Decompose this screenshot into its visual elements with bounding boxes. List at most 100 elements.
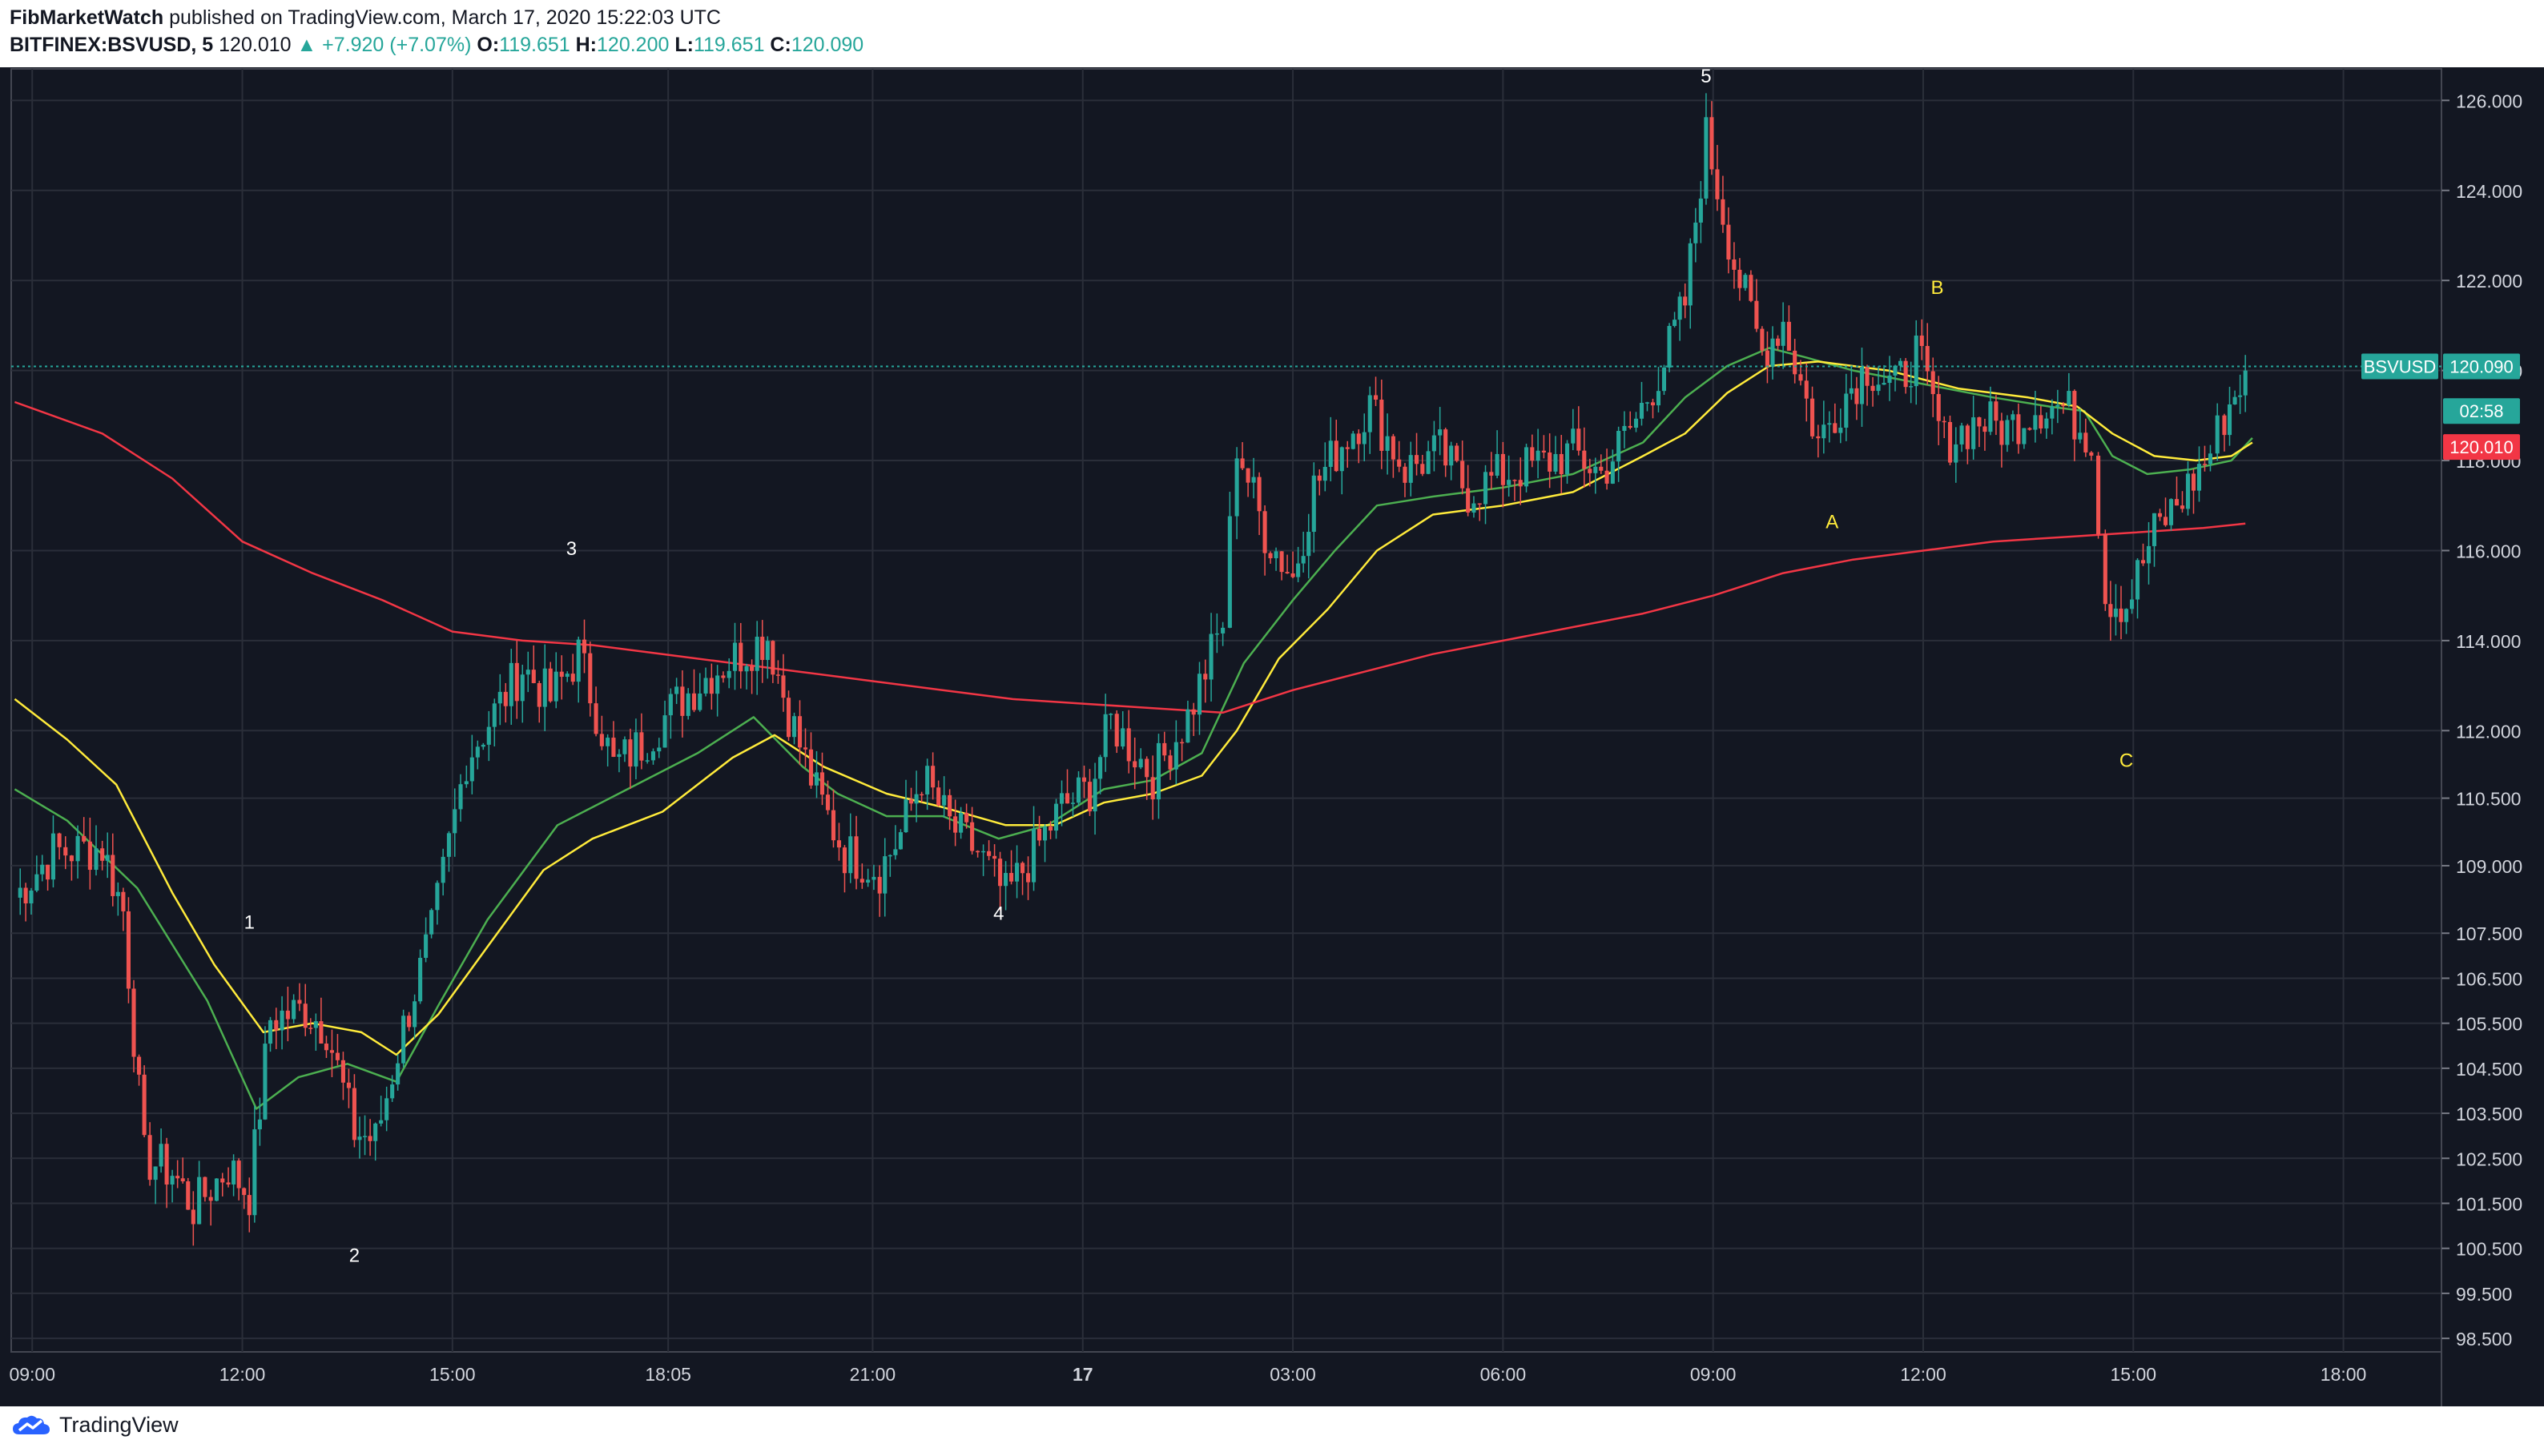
candle-body (750, 666, 755, 671)
candle-body (1257, 477, 1262, 512)
candle-body (1414, 455, 1419, 465)
candle-body (2123, 609, 2129, 622)
wave-label: 4 (993, 903, 1004, 924)
candle-body (1350, 433, 1355, 449)
candle-body (1009, 872, 1014, 882)
candle-body (1541, 450, 1546, 452)
candle-body (29, 891, 34, 903)
candle-body (871, 876, 876, 880)
candle-body (883, 856, 888, 894)
candle-body (537, 682, 541, 707)
price-tick-label: 107.500 (2456, 923, 2522, 944)
candles (18, 93, 2248, 1246)
candle-body (231, 1160, 236, 1185)
published-text: published on TradingView.com, March 17, … (169, 6, 721, 29)
candle-body (87, 841, 92, 871)
candle-body (280, 1010, 284, 1031)
candle-body (1816, 436, 1821, 439)
time-axis[interactable]: 09:00 12:00 15:00 18:05 21:00 17 03:00 06:00 09:… (9, 1364, 2366, 1385)
candle-body (1311, 475, 1316, 533)
candle-body (1081, 777, 1087, 782)
candle-body (274, 1020, 279, 1031)
candle-body (570, 674, 575, 682)
candle-body (1489, 472, 1494, 476)
candle-body (650, 751, 656, 761)
candle-body (908, 799, 914, 804)
candle-body (1173, 742, 1178, 770)
candle-body (760, 637, 765, 661)
candle-body (2027, 428, 2032, 430)
candle-body (1865, 367, 1870, 386)
wave-labels: 1 2 3 4 5 A B C (244, 67, 2134, 1267)
candle-body (1246, 468, 1250, 483)
candle-body (2227, 404, 2232, 436)
candle-body (82, 835, 87, 842)
candle-body (525, 670, 530, 675)
candle-body (1093, 778, 1097, 812)
candle-body (970, 822, 975, 851)
candle-body (2196, 464, 2202, 491)
candle-body (1667, 325, 1672, 368)
candle-body (1610, 461, 1615, 484)
candle-body (503, 691, 508, 706)
time-tick-label: 21:00 (850, 1364, 896, 1385)
candle-body (292, 999, 296, 1020)
publisher-name[interactable]: FibMarketWatch (10, 6, 164, 29)
candle-body (1954, 444, 1958, 463)
candle-body (226, 1182, 231, 1185)
symbol-name[interactable]: BITFINEX:BSVUSD, 5 (10, 34, 214, 56)
candle-body (242, 1188, 247, 1196)
candle-body (1373, 395, 1379, 400)
candle-body (247, 1195, 252, 1216)
candle-body (1726, 224, 1731, 259)
candle-body (2135, 560, 2140, 600)
candle-body (1133, 761, 1137, 768)
candle-body (1870, 385, 1875, 392)
candle-body (220, 1178, 225, 1183)
price-badge-bg (2443, 398, 2520, 424)
candle-body (893, 849, 898, 855)
candle-body (142, 1074, 147, 1136)
candle-body (115, 891, 120, 896)
price-axis[interactable]: 126.000124.000122.000120.000118.000116.0… (2441, 90, 2522, 1349)
candle-body (888, 855, 892, 857)
price-badges: BSVUSD 120.090 02:58 120.010 (2361, 353, 2520, 461)
candle-body (1379, 399, 1384, 451)
wave-label: A (1825, 511, 1838, 533)
candle-body (1483, 472, 1488, 505)
candle-body (1827, 423, 1832, 425)
candle-body (1203, 674, 1208, 680)
candle-body (553, 671, 558, 702)
candle-body (2050, 406, 2055, 419)
candle-body (559, 671, 564, 678)
candle-body (429, 910, 434, 935)
candle-body (1032, 828, 1037, 883)
candle-body (1059, 793, 1065, 804)
tradingview-cloud-icon (13, 1415, 50, 1434)
candle-body (1285, 572, 1290, 573)
candle-body (2174, 499, 2180, 506)
candle-body (1328, 440, 1333, 467)
candle-body (100, 848, 105, 861)
candle-body (981, 851, 986, 853)
price-tick-label: 98.500 (2456, 1329, 2512, 1349)
symbol-line: BITFINEX:BSVUSD, 5 120.010 ▲ +7.920 (+7.… (10, 34, 863, 57)
candle-body (1982, 426, 1987, 432)
tradingview-logo[interactable]: TradingView (11, 1413, 179, 1438)
time-tick-label: 15:00 (429, 1364, 476, 1385)
candle-body (1076, 777, 1081, 803)
candle-body (715, 675, 720, 694)
price-tick-label: 104.500 (2456, 1059, 2522, 1080)
candle-body (1749, 275, 1753, 301)
candle-body (362, 1136, 368, 1137)
candle-body (2067, 391, 2071, 405)
candle-body (75, 835, 80, 862)
candle-body (1512, 480, 1517, 481)
candle-body (1334, 440, 1338, 472)
candle-body (775, 674, 780, 676)
candle-body (1959, 425, 1964, 444)
candle-body (131, 988, 136, 1057)
candle-body (2119, 608, 2123, 622)
candle-body (1971, 417, 1976, 449)
